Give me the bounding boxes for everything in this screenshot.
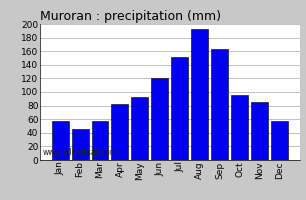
Bar <box>111 104 129 160</box>
Bar <box>72 129 88 160</box>
Bar <box>271 121 288 160</box>
Bar <box>191 29 208 160</box>
Text: www.allmetsat.com: www.allmetsat.com <box>42 148 118 157</box>
Bar <box>91 121 108 160</box>
Bar <box>151 78 168 160</box>
Bar <box>231 95 248 160</box>
Bar <box>131 97 148 160</box>
Text: Muroran : precipitation (mm): Muroran : precipitation (mm) <box>40 10 221 23</box>
Bar <box>211 49 228 160</box>
Bar <box>251 102 268 160</box>
Bar <box>52 121 69 160</box>
Bar <box>171 57 188 160</box>
